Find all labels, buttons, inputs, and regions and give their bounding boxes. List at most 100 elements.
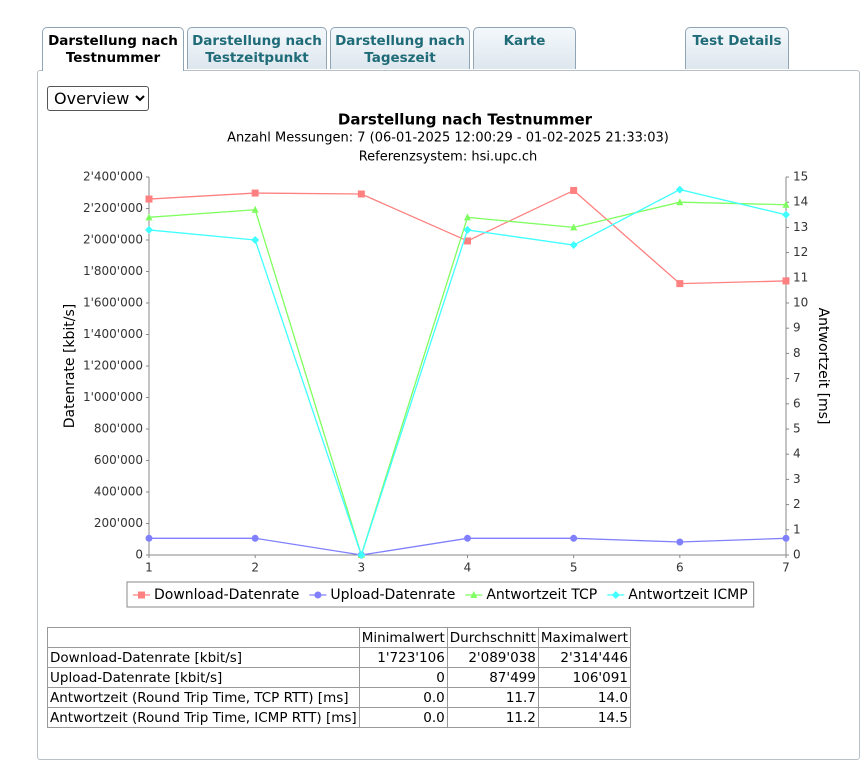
data-point bbox=[675, 185, 684, 194]
tab[interactable]: Darstellung nach Testnummer bbox=[42, 27, 184, 71]
y2-axis-label: Antwortzeit [ms] bbox=[815, 308, 831, 425]
table-row: Upload-Datenrate [kbit/s] 0 87'499 106'091 bbox=[47, 667, 631, 688]
x-tick-label: 2 bbox=[251, 561, 259, 575]
y2-tick-label: 2 bbox=[793, 497, 801, 511]
y2-tick-label: 9 bbox=[793, 321, 801, 335]
row-label: Antwortzeit (Round Trip Time, TCP RTT) [… bbox=[47, 687, 360, 708]
table-cell: 14.5 bbox=[537, 707, 631, 728]
row-label: Upload-Datenrate [kbit/s] bbox=[47, 667, 360, 688]
legend-label: Antwortzeit TCP bbox=[486, 587, 597, 603]
table-row: Download-Datenrate [kbit/s] 1'723'106 2'08… bbox=[47, 647, 631, 668]
y-tick-label: 1'800'000 bbox=[83, 264, 143, 278]
y-tick-label: 2'200'000 bbox=[83, 201, 143, 215]
row-label: Antwortzeit (Round Trip Time, ICMP RTT) … bbox=[47, 707, 360, 728]
stats-table: Minimalwert Durchschnitt Maximalwert Downlo… bbox=[47, 627, 631, 728]
legend-label: Upload-Datenrate bbox=[330, 587, 455, 603]
y-tick-label: 1'400'000 bbox=[83, 327, 143, 341]
y-tick-label: 1'200'000 bbox=[83, 359, 143, 373]
table-row: Minimalwert Durchschnitt Maximalwert bbox=[47, 627, 631, 648]
row-label: Download-Datenrate [kbit/s] bbox=[47, 647, 360, 668]
data-point bbox=[782, 210, 790, 219]
table-cell: 106'091 bbox=[537, 667, 631, 688]
y-tick-label: 200'000 bbox=[94, 516, 143, 530]
y-tick-label: 800'000 bbox=[94, 422, 143, 436]
tab[interactable]: Darstellung nach Testzeitpunkt bbox=[187, 27, 327, 69]
data-point bbox=[676, 198, 684, 206]
table-row: Antwortzeit (Round Trip Time, ICMP RTT) … bbox=[47, 707, 631, 728]
table-cell bbox=[47, 627, 360, 648]
x-tick-label: 6 bbox=[676, 561, 684, 575]
data-point bbox=[676, 280, 684, 288]
table-cell: 0.0 bbox=[358, 687, 448, 708]
y-tick-label: 2'000'000 bbox=[83, 233, 143, 247]
y2-tick-label: 13 bbox=[793, 220, 808, 234]
y-tick-label: 2'400'000 bbox=[83, 170, 143, 184]
y2-tick-label: 12 bbox=[793, 245, 808, 259]
x-tick-label: 7 bbox=[782, 561, 790, 575]
column-header: Durchschnitt bbox=[446, 627, 539, 648]
data-point bbox=[145, 534, 153, 542]
legend: Download-Datenrate Upload-Datenrate Antwor… bbox=[126, 581, 755, 608]
table-cell: 11.2 bbox=[446, 707, 539, 728]
tab[interactable]: Test Details bbox=[685, 27, 789, 69]
data-point bbox=[676, 538, 684, 546]
table-row: Antwortzeit (Round Trip Time, TCP RTT) [… bbox=[47, 687, 631, 708]
y-axis-label: Datenrate [kbit/s] bbox=[62, 304, 78, 429]
data-point bbox=[570, 223, 578, 231]
table-cell: 0 bbox=[358, 667, 448, 688]
data-point bbox=[357, 190, 365, 198]
y2-tick-label: 7 bbox=[793, 371, 801, 385]
data-point bbox=[464, 237, 471, 245]
y-tick-label: 600'000 bbox=[94, 453, 143, 467]
y-tick-label: 1'000'000 bbox=[83, 390, 143, 404]
y-tick-label: 1'600'000 bbox=[83, 296, 143, 310]
data-point bbox=[782, 277, 790, 285]
data-point bbox=[464, 213, 471, 221]
data-point bbox=[357, 551, 366, 559]
legend-label: Download-Datenrate bbox=[154, 587, 299, 603]
data-point bbox=[251, 534, 259, 542]
data-point bbox=[569, 241, 578, 250]
data-point bbox=[570, 186, 578, 194]
data-point bbox=[251, 189, 259, 197]
panel bbox=[37, 70, 860, 760]
x-tick-label: 4 bbox=[464, 561, 472, 575]
data-point bbox=[145, 225, 153, 234]
data-point bbox=[251, 205, 259, 213]
y2-tick-label: 11 bbox=[793, 270, 808, 284]
chart-subtitle: Referenzsystem: hsi.upc.ch bbox=[359, 150, 538, 165]
data-point bbox=[782, 534, 790, 542]
x-tick-label: 5 bbox=[570, 561, 578, 575]
table-cell: 2'089'038 bbox=[446, 647, 539, 668]
y2-tick-label: 14 bbox=[793, 195, 808, 209]
chart-title: Darstellung nach Testnummer bbox=[338, 111, 593, 129]
table-cell: 2'314'446 bbox=[537, 647, 631, 668]
tab[interactable]: Karte bbox=[473, 27, 576, 69]
data-point bbox=[145, 195, 153, 203]
table-cell: 87'499 bbox=[446, 667, 539, 688]
legend-label: Antwortzeit ICMP bbox=[628, 587, 747, 603]
legend-marker bbox=[314, 591, 322, 599]
x-tick-label: 3 bbox=[358, 561, 366, 575]
y2-tick-label: 3 bbox=[793, 472, 801, 486]
x-tick-label: 1 bbox=[145, 561, 153, 575]
y2-tick-label: 8 bbox=[793, 346, 801, 360]
table-cell: 14.0 bbox=[537, 687, 631, 708]
table-cell: 1'723'106 bbox=[358, 647, 448, 668]
y-tick-label: 0 bbox=[135, 548, 143, 562]
y2-tick-label: 4 bbox=[793, 447, 801, 461]
data-point bbox=[570, 534, 578, 542]
legend-marker bbox=[470, 591, 478, 598]
data-point bbox=[464, 534, 471, 542]
table-cell: 11.7 bbox=[446, 687, 539, 708]
y2-tick-label: 5 bbox=[793, 422, 801, 436]
legend-marker bbox=[611, 591, 620, 599]
data-point bbox=[782, 200, 790, 208]
y-tick-label: 400'000 bbox=[94, 485, 143, 499]
view-select[interactable]: Overview bbox=[47, 86, 149, 111]
y2-tick-label: 10 bbox=[793, 296, 808, 310]
table-cell: 0.0 bbox=[358, 707, 448, 728]
tab[interactable]: Darstellung nach Tageszeit bbox=[330, 27, 470, 69]
chart: Darstellung nach Testnummer Anzahl Messu… bbox=[62, 111, 831, 608]
